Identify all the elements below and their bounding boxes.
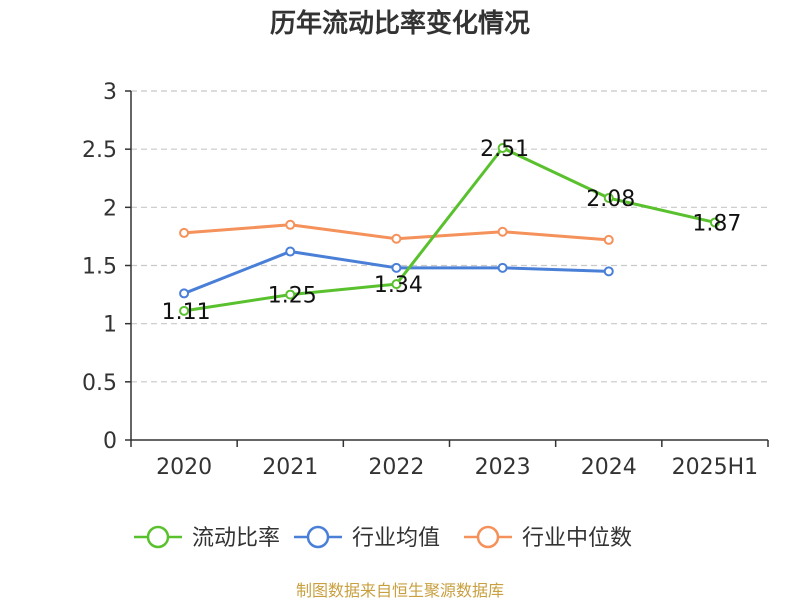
data-labels: 1.11 1.25 1.34 2.51 2.08 1.87 (162, 137, 742, 325)
data-label: 1.87 (692, 211, 741, 236)
data-point (497, 143, 508, 154)
chart-title: 历年流动比率变化情况 (269, 9, 530, 39)
data-point (709, 217, 720, 228)
series-lines (179, 143, 720, 316)
data-point (179, 227, 190, 238)
data-point (179, 305, 190, 316)
x-tick-label: 2023 (475, 455, 531, 480)
x-tick-label: 2022 (368, 455, 424, 480)
data-point (285, 219, 296, 230)
y-tick-label: 0.5 (82, 371, 117, 396)
legend-swatch-marker (146, 525, 170, 549)
x-tick-label: 2024 (581, 455, 637, 480)
grid-lines (131, 90, 768, 383)
data-point (391, 279, 402, 290)
data-point (497, 226, 508, 237)
y-tick-label: 2.5 (82, 138, 117, 163)
y-tick-label: 1.5 (82, 255, 117, 280)
x-tick-label: 2025H1 (672, 455, 759, 480)
legend-label: 行业中位数 (522, 526, 632, 551)
source-note: 制图数据来自恒生聚源数据库 (295, 581, 504, 600)
data-point (285, 246, 296, 257)
data-label: 2.51 (480, 137, 529, 162)
data-point (497, 262, 508, 273)
y-tick-label: 1 (103, 313, 117, 338)
data-point (603, 266, 614, 277)
data-label: 1.11 (162, 300, 211, 325)
legend-swatch-marker (476, 525, 500, 549)
data-point (391, 233, 402, 244)
x-tick-label: 2021 (262, 455, 318, 480)
data-point (603, 234, 614, 245)
y-tick-label: 3 (103, 80, 117, 105)
data-point (603, 193, 614, 204)
y-tick-label: 2 (103, 196, 117, 221)
x-tick-label: 2020 (156, 455, 212, 480)
legend: 流动比率 行业均值 行业中位数 (134, 525, 632, 551)
legend-label: 行业均值 (352, 526, 440, 551)
y-tick-label: 0 (103, 429, 117, 454)
data-point (391, 262, 402, 273)
data-point (285, 289, 296, 300)
data-point (179, 288, 190, 299)
legend-swatch-marker (306, 525, 330, 549)
legend-label: 流动比率 (192, 526, 280, 551)
axes: 0 0.5 1 1.5 2 2.5 3 2020 2021 2022 2023 2024 2025H1 (82, 80, 769, 480)
data-label: 1.25 (268, 284, 317, 309)
data-label: 1.34 (374, 273, 423, 298)
series-line (183, 146, 716, 313)
data-label: 2.08 (586, 187, 635, 212)
